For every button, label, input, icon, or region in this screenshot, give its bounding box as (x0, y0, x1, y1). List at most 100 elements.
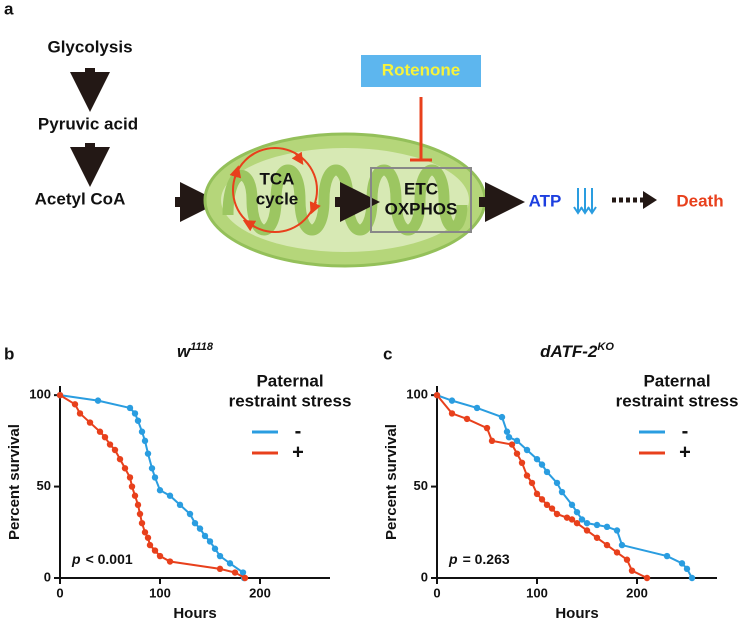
y-tick-label: 100 (406, 387, 428, 402)
x-tick-label: 200 (249, 585, 271, 600)
panel-label: b (4, 344, 14, 363)
survival-point (568, 501, 576, 509)
survival-point (191, 519, 199, 527)
survival-point (56, 391, 64, 399)
etc-label: OXPHOS (385, 199, 458, 218)
survival-point (498, 413, 506, 421)
survival-point (513, 450, 521, 457)
survival-point (166, 492, 174, 499)
annotation-symbol: p (71, 551, 81, 567)
etc-box (370, 167, 472, 233)
survival-point (463, 415, 471, 423)
annotation: p < 0.001 (71, 551, 133, 567)
survival-point (76, 410, 84, 417)
survival-point (106, 441, 114, 448)
x-tick-label: 200 (626, 585, 648, 600)
survival-point (126, 404, 134, 412)
survival-point (613, 549, 621, 556)
survival-point (553, 510, 561, 518)
inhibitor-box (361, 55, 481, 87)
cycle-arrow (229, 165, 242, 179)
survival-point (166, 558, 174, 565)
survival-point (134, 501, 142, 509)
survival-point (231, 569, 239, 576)
survival-point (448, 410, 456, 417)
survival-point (663, 552, 671, 560)
survival-point (156, 552, 164, 560)
survival-point (111, 446, 119, 454)
survival-point (483, 424, 491, 432)
y-axis-label: Percent survival (6, 424, 23, 540)
survival-point (523, 446, 531, 454)
legend-label: - (295, 420, 302, 442)
survival-point (543, 468, 551, 476)
survival-point (186, 510, 194, 518)
survival-point (513, 437, 521, 445)
survival-point (543, 501, 551, 509)
survival-point (628, 567, 636, 574)
survival-point (144, 534, 152, 541)
survival-point (603, 541, 611, 549)
annotation: p = 0.263 (448, 551, 510, 567)
survival-point (503, 428, 511, 435)
title-base: w (177, 342, 192, 361)
survival-point (583, 519, 591, 527)
survival-point (121, 465, 129, 472)
atp-label: ATP (529, 191, 562, 210)
x-tick-label: 0 (433, 585, 440, 600)
tca-cycle (232, 147, 318, 233)
survival-point (518, 459, 526, 466)
survival-point (146, 541, 154, 549)
survival-point (239, 569, 247, 576)
survival-point (683, 565, 691, 573)
survival-point (563, 514, 571, 521)
survival-point (71, 401, 79, 408)
panel-label: c (383, 344, 392, 363)
survival-point (618, 541, 626, 549)
survival-point (216, 552, 224, 560)
survival-point (533, 455, 541, 463)
node: Pyruvic acid (38, 114, 138, 133)
survival-point (538, 461, 546, 468)
arrow-head (643, 191, 657, 209)
legend-title: restraint stress (229, 391, 352, 410)
survival-point (548, 505, 556, 512)
annotation-text: = 0.263 (463, 551, 510, 567)
survival-point (141, 529, 149, 536)
survival-point (134, 417, 142, 424)
survival-point (505, 434, 513, 441)
survival-point (131, 410, 139, 417)
survival-point (603, 523, 611, 530)
survival-point (568, 516, 576, 523)
survival-point (211, 545, 219, 552)
survival-point (578, 516, 586, 523)
survival-point (196, 525, 204, 532)
survival-point (96, 428, 104, 435)
chart-title: dATF-2KO (540, 341, 614, 362)
survival-point (216, 565, 224, 573)
survival-point (538, 496, 546, 503)
legend-label: - (682, 420, 689, 442)
legend-title: Paternal (643, 371, 710, 390)
survival-point (151, 547, 159, 554)
chart-title: w1118 (177, 341, 214, 362)
etc-label: ETC (404, 179, 438, 198)
survival-point (206, 538, 214, 545)
x-tick-label: 100 (526, 585, 548, 600)
tca-label: TCA (260, 169, 295, 188)
survival-point (583, 527, 591, 534)
survival-point (678, 560, 686, 567)
survival-point (523, 472, 531, 479)
survival-point (508, 441, 516, 448)
outcome: Death (676, 191, 723, 210)
survival-point (116, 455, 124, 463)
survival-point (201, 532, 209, 540)
survival-point (558, 488, 566, 496)
survival-point (593, 534, 601, 541)
survival-point (688, 574, 696, 582)
cycle-arrow (242, 220, 257, 232)
survival-point (643, 574, 651, 582)
survival-point (613, 527, 621, 534)
survival-point (148, 465, 156, 472)
